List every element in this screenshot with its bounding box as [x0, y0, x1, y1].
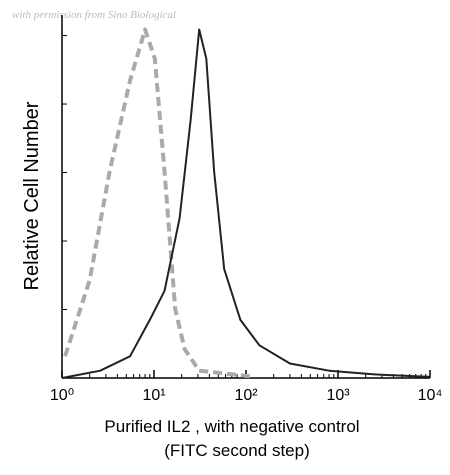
- series-line: [63, 27, 251, 379]
- x-axis-label: Purified IL2 , with negative control: [104, 417, 359, 436]
- x-axis-label: (FITC second step): [164, 441, 310, 460]
- x-tick-label: 10³: [326, 387, 350, 404]
- y-axis-label: Relative Cell Number: [21, 101, 43, 290]
- x-tick-label: 10⁴: [418, 387, 443, 404]
- x-tick-label: 10¹: [142, 387, 165, 404]
- x-tick-label: 10²: [234, 387, 258, 404]
- series-line: [61, 28, 431, 379]
- x-tick-label: 10⁰: [50, 387, 74, 404]
- watermark: with permission from Sino Biological: [12, 9, 176, 21]
